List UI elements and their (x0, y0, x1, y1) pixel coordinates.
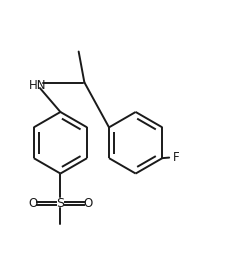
Text: F: F (173, 151, 179, 164)
Text: HN: HN (29, 79, 46, 92)
Text: O: O (83, 197, 92, 210)
Text: S: S (56, 197, 64, 210)
Text: O: O (28, 197, 37, 210)
